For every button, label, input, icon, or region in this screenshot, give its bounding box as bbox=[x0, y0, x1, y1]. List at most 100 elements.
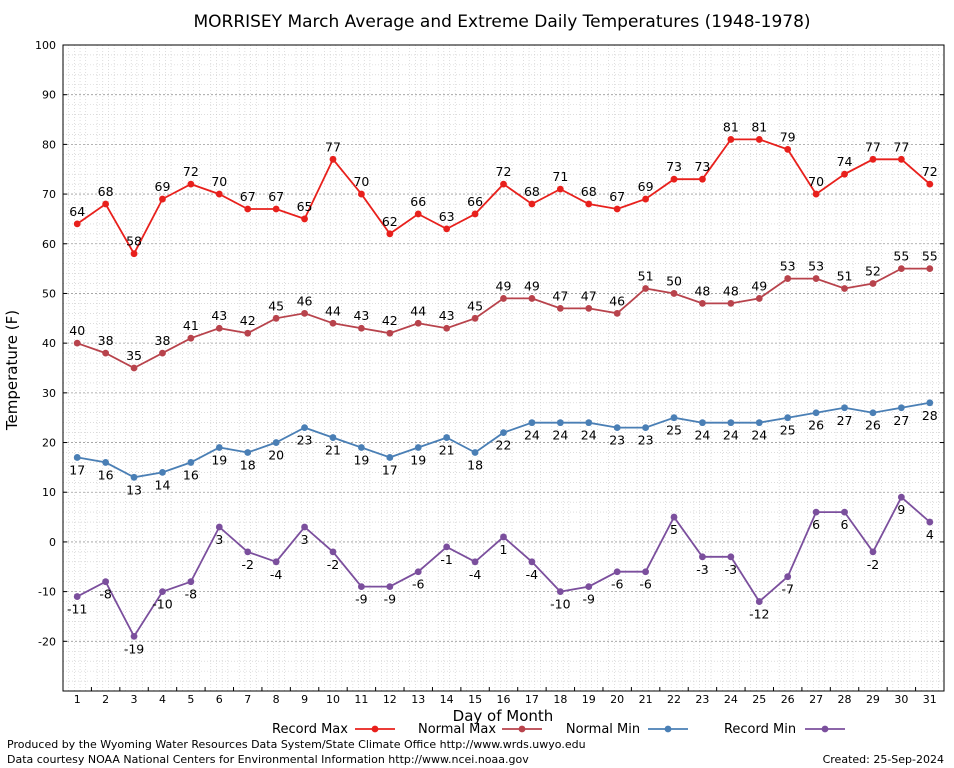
x-tick-label: 19 bbox=[582, 693, 596, 706]
x-tick-label: 27 bbox=[809, 693, 823, 706]
chart-title: MORRISEY March Average and Extreme Daily… bbox=[193, 12, 810, 32]
data-point-normal-min bbox=[556, 419, 564, 427]
data-label-normal-max: 43 bbox=[439, 308, 455, 323]
data-point-record-max bbox=[414, 210, 422, 218]
data-point-record-max bbox=[301, 215, 308, 223]
data-label-record-max: 73 bbox=[694, 159, 710, 174]
data-label-record-min: -6 bbox=[639, 577, 652, 592]
data-label-record-max: 68 bbox=[524, 184, 540, 199]
x-tick-label: 7 bbox=[244, 693, 251, 706]
data-label-normal-max: 44 bbox=[410, 303, 426, 318]
data-label-normal-min: 23 bbox=[609, 433, 625, 448]
x-tick-label: 13 bbox=[411, 693, 425, 706]
legend-marker-normal-min bbox=[664, 725, 672, 733]
data-point-record-max bbox=[528, 200, 536, 208]
data-label-record-max: 79 bbox=[780, 129, 796, 144]
data-label-normal-min: 17 bbox=[69, 462, 85, 477]
y-tick-label: 70 bbox=[42, 188, 56, 201]
data-point-record-min bbox=[897, 493, 905, 501]
data-point-normal-min bbox=[329, 434, 337, 441]
x-tick-label: 29 bbox=[866, 693, 880, 706]
data-point-normal-max bbox=[926, 265, 934, 273]
data-point-record-min bbox=[784, 573, 792, 581]
data-label-record-max: 73 bbox=[666, 159, 682, 174]
x-tick-label: 25 bbox=[752, 693, 766, 706]
data-label-normal-max: 43 bbox=[211, 308, 227, 323]
data-point-normal-min bbox=[812, 409, 820, 417]
data-point-record-min bbox=[272, 558, 280, 566]
data-label-record-min: -9 bbox=[355, 592, 368, 607]
data-point-record-min bbox=[329, 548, 337, 556]
data-point-record-max bbox=[613, 205, 621, 213]
data-label-normal-min: 18 bbox=[467, 457, 483, 472]
data-label-normal-max: 44 bbox=[325, 303, 341, 318]
data-label-record-min: -8 bbox=[185, 587, 198, 602]
data-label-normal-min: 23 bbox=[297, 433, 313, 448]
data-point-normal-max bbox=[130, 364, 138, 372]
data-label-record-min: -7 bbox=[781, 582, 793, 597]
data-label-record-max: 74 bbox=[837, 154, 853, 169]
data-label-normal-max: 40 bbox=[69, 323, 85, 338]
data-point-normal-min bbox=[73, 454, 81, 461]
data-label-record-max: 77 bbox=[893, 139, 909, 154]
data-point-normal-max bbox=[414, 319, 422, 327]
footer-produced-by: Produced by the Wyoming Water Resources … bbox=[7, 738, 586, 751]
data-point-normal-min bbox=[159, 468, 166, 476]
data-point-record-max bbox=[358, 190, 365, 198]
data-point-normal-min bbox=[699, 419, 706, 427]
data-point-record-max bbox=[386, 230, 394, 238]
data-label-normal-max: 48 bbox=[694, 283, 710, 298]
data-point-record-max bbox=[187, 180, 195, 188]
x-tick-label: 3 bbox=[131, 693, 138, 706]
legend-marker-normal-max bbox=[518, 725, 526, 733]
data-label-normal-min: 19 bbox=[211, 453, 227, 468]
x-tick-label: 31 bbox=[923, 693, 937, 706]
data-point-normal-min bbox=[500, 429, 507, 436]
x-tick-label: 17 bbox=[525, 693, 539, 706]
data-label-record-max: 67 bbox=[240, 189, 256, 204]
data-point-record-max bbox=[869, 155, 877, 163]
legend-label-normal-min: Normal Min bbox=[566, 722, 640, 737]
y-tick-label: 50 bbox=[42, 287, 56, 300]
x-tick-label: 24 bbox=[724, 693, 738, 706]
data-label-normal-min: 21 bbox=[325, 443, 341, 458]
data-point-record-min bbox=[812, 508, 820, 516]
data-label-record-max: 69 bbox=[155, 179, 171, 194]
data-label-normal-max: 50 bbox=[666, 273, 682, 288]
data-point-record-min bbox=[443, 543, 451, 551]
data-label-normal-min: 13 bbox=[126, 482, 142, 497]
data-point-record-max bbox=[272, 205, 280, 213]
data-point-record-max bbox=[585, 200, 593, 208]
data-label-record-min: -11 bbox=[67, 602, 87, 617]
x-tick-label: 14 bbox=[440, 693, 454, 706]
data-label-record-min: 3 bbox=[301, 532, 309, 547]
data-point-normal-max bbox=[699, 300, 706, 307]
data-label-record-min: -4 bbox=[469, 567, 482, 582]
data-label-record-max: 65 bbox=[297, 199, 313, 214]
data-label-record-min: 3 bbox=[215, 532, 223, 547]
data-point-normal-max bbox=[471, 314, 479, 322]
series-record-max: 64 68 58 69 72 70 67 67 65 77 70 62 66 63 66 72 68 71 68 67… bbox=[69, 119, 938, 258]
data-label-record-min: -9 bbox=[384, 592, 397, 607]
data-point-normal-max bbox=[585, 304, 593, 312]
x-tick-label: 26 bbox=[781, 693, 795, 706]
data-point-record-max bbox=[755, 136, 763, 143]
data-point-record-max bbox=[642, 195, 649, 203]
data-label-normal-min: 24 bbox=[552, 428, 568, 443]
data-label-record-max: 66 bbox=[467, 194, 483, 209]
data-label-record-min: -2 bbox=[327, 557, 339, 572]
x-tick-label: 5 bbox=[187, 693, 194, 706]
data-point-record-max bbox=[812, 190, 820, 198]
data-point-record-min bbox=[386, 583, 394, 591]
data-point-record-max bbox=[102, 200, 110, 208]
data-label-normal-min: 27 bbox=[893, 413, 909, 428]
data-label-normal-max: 45 bbox=[268, 298, 284, 313]
data-point-record-max bbox=[670, 175, 678, 183]
data-point-record-min bbox=[471, 558, 479, 566]
x-tick-label: 11 bbox=[354, 693, 368, 706]
data-point-record-min bbox=[869, 548, 877, 556]
data-label-record-min: -10 bbox=[550, 597, 570, 612]
x-tick-label: 9 bbox=[301, 693, 308, 706]
data-point-normal-min bbox=[130, 473, 138, 481]
x-tick-label: 22 bbox=[667, 693, 681, 706]
